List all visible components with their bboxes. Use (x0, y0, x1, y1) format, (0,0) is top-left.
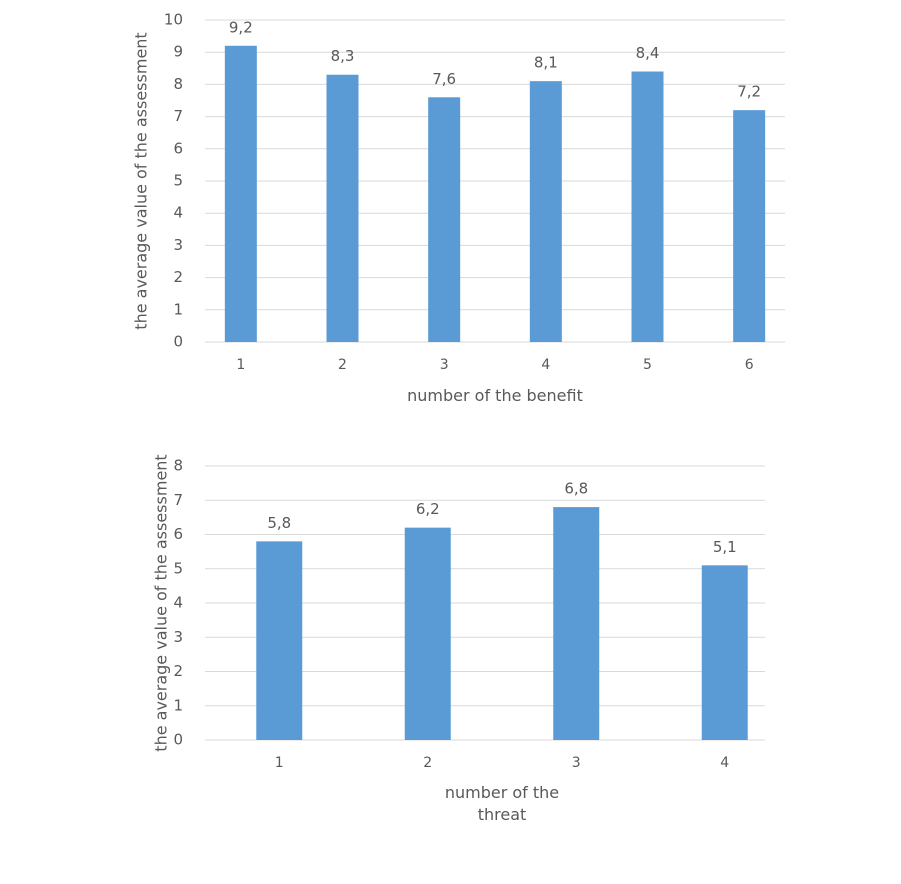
data-label: 8,1 (534, 54, 558, 72)
data-label: 7,6 (432, 70, 456, 88)
data-label: 5,1 (713, 538, 737, 556)
y-tick-label: 0 (173, 731, 183, 749)
bar (428, 97, 461, 342)
y-tick-label: 7 (173, 107, 183, 125)
y-tick-label: 0 (173, 333, 183, 351)
x-axis-title: number of the benefit (407, 386, 583, 405)
y-tick-label: 8 (173, 457, 183, 475)
y-tick-label: 3 (173, 628, 183, 646)
bar (256, 541, 303, 740)
x-tick-label: 4 (541, 357, 550, 373)
y-tick-label: 1 (173, 696, 183, 714)
y-tick-label: 5 (173, 559, 183, 577)
data-label: 5,8 (267, 514, 291, 532)
x-tick-label: 1 (275, 755, 284, 771)
x-tick-label: 6 (745, 357, 754, 373)
data-label: 9,2 (229, 18, 253, 36)
y-tick-label: 10 (164, 11, 183, 29)
y-tick-label: 2 (173, 662, 183, 680)
data-label: 7,2 (737, 83, 761, 101)
y-tick-label: 4 (173, 594, 183, 612)
y-tick-label: 7 (173, 491, 183, 509)
x-tick-label: 1 (236, 357, 245, 373)
y-tick-label: 5 (173, 172, 183, 190)
bar (701, 565, 748, 740)
y-axis-title: the average value of the assessment (132, 32, 151, 329)
bar (631, 71, 664, 343)
y-tick-label: 8 (173, 75, 183, 93)
y-tick-label: 2 (173, 268, 183, 286)
y-axis-title: the average value of the assessment (152, 454, 171, 751)
y-tick-label: 1 (173, 300, 183, 318)
data-label: 8,3 (331, 47, 355, 65)
y-tick-label: 9 (173, 43, 183, 61)
bar (529, 81, 562, 343)
data-label: 8,4 (636, 44, 660, 62)
data-label: 6,2 (416, 500, 440, 518)
x-tick-label: 4 (720, 755, 729, 771)
x-axis-title: number of the threat (444, 783, 560, 824)
x-tick-label: 2 (338, 357, 347, 373)
bar (326, 74, 359, 343)
y-tick-label: 4 (173, 204, 183, 222)
x-tick-label: 2 (423, 755, 432, 771)
y-tick-label: 6 (173, 139, 183, 157)
bar (733, 110, 766, 342)
y-tick-label: 6 (173, 525, 183, 543)
x-tick-label: 3 (440, 357, 449, 373)
x-tick-label: 5 (643, 357, 652, 373)
data-label: 6,8 (564, 480, 588, 498)
x-tick-label: 3 (572, 755, 581, 771)
bar (404, 527, 451, 740)
bar (224, 45, 257, 342)
bar (553, 507, 600, 740)
y-tick-label: 3 (173, 236, 183, 254)
